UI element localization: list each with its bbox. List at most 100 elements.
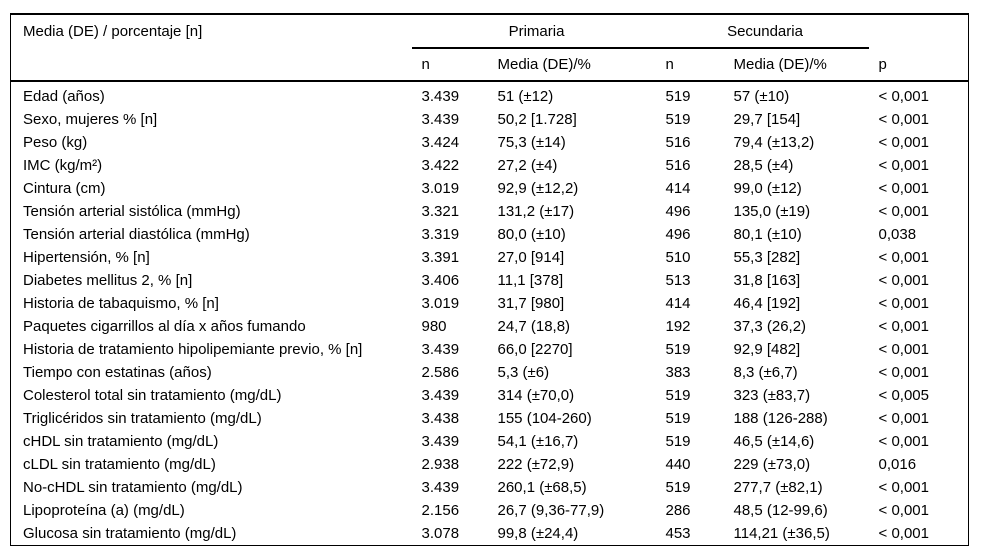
secundaria-value: 79,4 (±13,2) bbox=[733, 134, 815, 151]
p-value: < 0,001 bbox=[878, 88, 929, 105]
p-value: < 0,001 bbox=[878, 502, 929, 519]
secundaria-value: 114,21 (±36,5) bbox=[733, 525, 830, 542]
table-row: Paquetes cigarrillos al día x años fuman… bbox=[11, 315, 969, 338]
header-spacer bbox=[10, 48, 412, 82]
primaria-n: 3.439 bbox=[421, 479, 460, 496]
secundaria-value: 46,5 (±14,6) bbox=[733, 433, 815, 450]
p-value: < 0,001 bbox=[878, 525, 929, 542]
secundaria-n: 496 bbox=[665, 203, 691, 220]
row-label: Paquetes cigarrillos al día x años fuman… bbox=[23, 318, 306, 335]
primaria-n: 3.019 bbox=[421, 295, 460, 312]
table-row: IMC (kg/m²) 3.422 27,2 (±4) 516 28,5 (±4) < 0… bbox=[11, 154, 969, 177]
secundaria-n: 516 bbox=[665, 134, 691, 151]
table-row: Tensión arterial diastólica (mmHg) 3.319 8… bbox=[11, 223, 969, 246]
row-label: Glucosa sin tratamiento (mg/dL) bbox=[23, 525, 237, 542]
primaria-n: 3.078 bbox=[421, 525, 460, 542]
primaria-n: 2.586 bbox=[421, 364, 460, 381]
primaria-value: 5,3 (±6) bbox=[497, 364, 550, 381]
secundaria-value: 57 (±10) bbox=[733, 88, 790, 105]
table-row: Diabetes mellitus 2, % [n] 3.406 11,1 [378… bbox=[11, 269, 969, 292]
primaria-n: 2.156 bbox=[421, 502, 460, 519]
secundaria-value: 323 (±83,7) bbox=[733, 387, 811, 404]
primaria-value: 11,1 [378] bbox=[497, 272, 564, 289]
table-row: Lipoproteína (a) (mg/dL) 2.156 26,7 (9,36-… bbox=[11, 499, 969, 522]
primaria-value: 54,1 (±16,7) bbox=[497, 433, 579, 450]
p-value: < 0,001 bbox=[878, 180, 929, 197]
p-value: < 0,001 bbox=[878, 157, 929, 174]
secundaria-n: 414 bbox=[665, 295, 691, 312]
row-label: Peso (kg) bbox=[23, 134, 88, 151]
primaria-value: 50,2 [1.728] bbox=[497, 111, 577, 128]
secundaria-value: 48,5 (12-99,6) bbox=[733, 502, 828, 519]
secundaria-n: 519 bbox=[665, 387, 691, 404]
primaria-value: 27,0 [914] bbox=[497, 249, 565, 266]
primaria-value: 80,0 (±10) bbox=[497, 226, 566, 243]
table-row: Tensión arterial sistólica (mmHg) 3.321 13… bbox=[11, 200, 969, 223]
secundaria-n: 510 bbox=[665, 249, 691, 266]
primaria-value: 75,3 (±14) bbox=[497, 134, 566, 151]
p-value: 0,016 bbox=[878, 456, 917, 473]
column-group-secundaria: Secundaria bbox=[655, 14, 869, 49]
row-label: cLDL sin tratamiento (mg/dL) bbox=[23, 456, 216, 473]
row-label: Tensión arterial sistólica (mmHg) bbox=[23, 203, 241, 220]
primaria-n: 3.438 bbox=[421, 410, 460, 427]
p-value: < 0,001 bbox=[878, 318, 929, 335]
primaria-n: 3.439 bbox=[421, 111, 460, 128]
p-value: < 0,001 bbox=[878, 272, 929, 289]
primaria-n: 2.938 bbox=[421, 456, 460, 473]
primaria-n: 3.019 bbox=[421, 180, 460, 197]
column-group-primaria: Primaria bbox=[411, 14, 656, 49]
primaria-n: 3.439 bbox=[421, 387, 460, 404]
secundaria-value: 37,3 (26,2) bbox=[733, 318, 807, 335]
header-secundaria-media: Media (DE)/% bbox=[723, 48, 869, 82]
p-value: < 0,001 bbox=[878, 364, 929, 381]
header-primaria-n: n bbox=[411, 48, 488, 82]
row-label: Sexo, mujeres % [n] bbox=[23, 111, 158, 128]
p-value: < 0,001 bbox=[878, 295, 929, 312]
table-row: Historia de tabaquismo, % [n] 3.019 31,7 [… bbox=[11, 292, 969, 315]
secundaria-value: 31,8 [163] bbox=[733, 272, 801, 289]
secundaria-n: 286 bbox=[665, 502, 691, 519]
row-label: Historia de tabaquismo, % [n] bbox=[23, 295, 219, 312]
secundaria-n: 516 bbox=[665, 157, 691, 174]
table-body: Edad (años) 3.439 51 (±12) 519 57 (±10) < 0,0… bbox=[11, 81, 969, 546]
secundaria-n: 453 bbox=[665, 525, 691, 542]
table-row: Peso (kg) 3.424 75,3 (±14) 516 79,4 (±13,2) <… bbox=[11, 131, 969, 154]
secundaria-value: 99,0 (±12) bbox=[733, 180, 802, 197]
secundaria-value: 46,4 [192] bbox=[733, 295, 801, 312]
secundaria-n: 440 bbox=[665, 456, 691, 473]
primaria-value: 155 (104-260) bbox=[497, 410, 592, 427]
p-value: < 0,001 bbox=[878, 433, 929, 450]
p-value: < 0,001 bbox=[878, 111, 929, 128]
primaria-n: 3.422 bbox=[421, 157, 460, 174]
p-value: 0,038 bbox=[878, 226, 917, 243]
row-label: Cintura (cm) bbox=[23, 180, 106, 197]
primaria-value: 222 (±72,9) bbox=[497, 456, 575, 473]
header-group-row: Media (DE) / porcentaje [n] Primaria Sec… bbox=[11, 14, 969, 49]
p-value: < 0,001 bbox=[878, 249, 929, 266]
secundaria-n: 519 bbox=[665, 479, 691, 496]
row-label: IMC (kg/m²) bbox=[23, 157, 103, 174]
secundaria-n: 513 bbox=[665, 272, 691, 289]
secundaria-value: 229 (±73,0) bbox=[733, 456, 811, 473]
secundaria-value: 188 (126-288) bbox=[733, 410, 828, 427]
header-p: p bbox=[868, 48, 969, 82]
table-header: Media (DE) / porcentaje [n] Primaria Sec… bbox=[10, 14, 969, 82]
row-label: Tensión arterial diastólica (mmHg) bbox=[23, 226, 250, 243]
p-value: < 0,001 bbox=[878, 134, 929, 151]
primaria-value: 92,9 (±12,2) bbox=[497, 180, 579, 197]
primaria-value: 51 (±12) bbox=[497, 88, 554, 105]
table-row: Triglicéridos sin tratamiento (mg/dL) 3.4… bbox=[11, 407, 969, 430]
primaria-n: 3.439 bbox=[421, 433, 460, 450]
primaria-value: 26,7 (9,36-77,9) bbox=[497, 502, 605, 519]
statistics-table: Media (DE) / porcentaje [n] Primaria Sec… bbox=[10, 13, 970, 546]
header-sub-row: n Media (DE)/% n Media (DE)/% p bbox=[10, 48, 969, 82]
table-row: cLDL sin tratamiento (mg/dL) 2.938 222 (±7… bbox=[11, 453, 969, 476]
secundaria-value: 92,9 [482] bbox=[733, 341, 801, 358]
row-label: Colesterol total sin tratamiento (mg/dL) bbox=[23, 387, 282, 404]
primaria-n: 3.406 bbox=[421, 272, 460, 289]
primaria-value: 314 (±70,0) bbox=[497, 387, 575, 404]
primaria-value: 260,1 (±68,5) bbox=[497, 479, 587, 496]
header-primaria-media: Media (DE)/% bbox=[487, 48, 656, 82]
